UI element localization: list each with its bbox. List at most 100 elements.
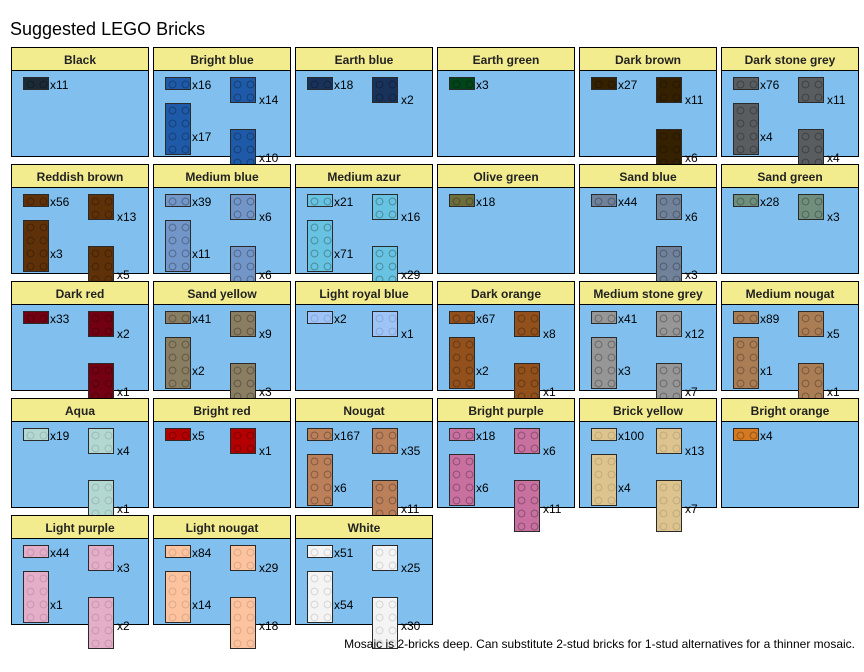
color-card-medium-nougat: Medium nougat x89 x5 x1 x1 — [721, 281, 859, 415]
brick-2x4-a-swatch — [165, 571, 191, 623]
color-card-dark-orange: Dark orange x67 x8 x2 x1 — [437, 281, 575, 415]
color-card-medium-stone-grey: Medium stone grey x41 x12 x3 x7 — [579, 281, 717, 415]
color-name: Sand green — [722, 165, 858, 188]
color-card-earth-green: Earth green x3 — [437, 47, 575, 157]
footer-note: Mosaic is 2-bricks deep. Can substitute … — [344, 637, 855, 651]
brick-1x2-count: x100 — [618, 429, 645, 443]
brick-1x2-swatch — [733, 77, 759, 90]
color-card-earth-blue: Earth blue x18 x2 — [295, 47, 433, 157]
brick-2x4-b-count: x3 — [259, 385, 272, 399]
brick-2x2-swatch — [798, 77, 824, 103]
brick-1x2-swatch — [165, 77, 191, 90]
brick-2x4-a-swatch — [23, 571, 49, 623]
color-card-dark-red: Dark red x33 x2 x1 — [11, 281, 149, 415]
brick-2x2-swatch — [656, 194, 682, 220]
brick-1x2-count: x67 — [476, 312, 496, 326]
brick-2x4-a-count: x1 — [760, 364, 773, 378]
brick-2x2-swatch — [88, 194, 114, 220]
color-card-bright-orange: Bright orange x4 — [721, 398, 859, 508]
color-card-aqua: Aqua x19 x4 x1 — [11, 398, 149, 532]
brick-2x4-a-count: x14 — [192, 598, 212, 612]
brick-1x2-count: x56 — [50, 195, 70, 209]
brick-2x2-swatch — [798, 194, 824, 220]
brick-2x4-b-count: x18 — [259, 619, 279, 633]
brick-2x4-a-count: x6 — [476, 481, 489, 495]
brick-1x2-swatch — [165, 194, 191, 207]
color-card-reddish-brown: Reddish brown x56 x13 x3 x5 — [11, 164, 149, 298]
color-card-light-purple: Light purple x44 x3 x1 x2 — [11, 515, 149, 649]
brick-2x2-swatch — [656, 311, 682, 337]
brick-1x2-count: x27 — [618, 78, 638, 92]
color-name: Bright purple — [438, 399, 574, 422]
brick-2x4-a-count: x4 — [760, 130, 773, 144]
brick-2x4-a-swatch — [591, 337, 617, 389]
brick-2x4-b-count: x2 — [117, 619, 130, 633]
color-card-light-royal-blue: Light royal blue x2 x1 — [295, 281, 433, 391]
brick-2x4-a-count: x3 — [50, 247, 63, 261]
brick-1x2-count: x89 — [760, 312, 780, 326]
brick-1x2-swatch — [449, 77, 475, 90]
brick-2x2-count: x13 — [117, 210, 137, 224]
brick-1x2-count: x39 — [192, 195, 212, 209]
brick-1x2-count: x41 — [618, 312, 638, 326]
brick-2x4-b-count: x7 — [685, 385, 698, 399]
brick-1x2-count: x167 — [334, 429, 361, 443]
color-card-medium-azur: Medium azur x21 x16 x71 x29 — [295, 164, 433, 298]
brick-2x2-count: x13 — [685, 444, 705, 458]
brick-1x2-count: x44 — [618, 195, 638, 209]
brick-2x4-a-count: x3 — [618, 364, 631, 378]
color-name: Sand blue — [580, 165, 716, 188]
color-name: Medium stone grey — [580, 282, 716, 305]
color-name: Dark brown — [580, 48, 716, 71]
color-card-light-nougat: Light nougat x84 x29 x14 x18 — [153, 515, 291, 649]
brick-2x4-b-count: x7 — [685, 502, 698, 516]
color-name: Brick yellow — [580, 399, 716, 422]
brick-2x4-a-count: x2 — [192, 364, 205, 378]
brick-2x4-b-count: x4 — [827, 151, 840, 165]
brick-1x2-swatch — [307, 194, 333, 207]
brick-1x2-count: x51 — [334, 546, 354, 560]
color-name: White — [296, 516, 432, 539]
color-name: Dark stone grey — [722, 48, 858, 71]
color-card-bright-red: Bright red x5 x1 — [153, 398, 291, 508]
brick-1x2-swatch — [165, 428, 191, 441]
color-name: Medium nougat — [722, 282, 858, 305]
brick-2x4-b-count: x30 — [401, 619, 421, 633]
brick-1x2-swatch — [307, 311, 333, 324]
brick-2x2-swatch — [372, 77, 398, 103]
color-name: Light nougat — [154, 516, 290, 539]
color-name: Reddish brown — [12, 165, 148, 188]
brick-2x4-a-count: x2 — [476, 364, 489, 378]
brick-2x4-b-count: x6 — [259, 268, 272, 282]
brick-2x2-swatch — [230, 77, 256, 103]
brick-2x2-count: x2 — [117, 327, 130, 341]
brick-2x2-swatch — [372, 194, 398, 220]
brick-2x4-a-swatch — [307, 571, 333, 623]
color-name: Bright red — [154, 399, 290, 422]
brick-2x2-swatch — [230, 545, 256, 571]
brick-2x4-b-count: x3 — [685, 268, 698, 282]
color-name: Bright orange — [722, 399, 858, 422]
brick-1x2-swatch — [23, 428, 49, 441]
brick-2x2-swatch — [514, 311, 540, 337]
brick-2x4-a-swatch — [449, 454, 475, 506]
brick-2x4-a-count: x71 — [334, 247, 354, 261]
brick-2x4-b-swatch — [88, 597, 114, 649]
brick-2x2-count: x14 — [259, 93, 279, 107]
brick-1x2-count: x41 — [192, 312, 212, 326]
color-card-medium-blue: Medium blue x39 x6 x11 x6 — [153, 164, 291, 298]
brick-2x4-a-count: x1 — [50, 598, 63, 612]
brick-2x4-b-count: x1 — [117, 502, 130, 516]
brick-2x2-count: x35 — [401, 444, 421, 458]
brick-2x2-swatch — [656, 77, 682, 103]
brick-1x2-swatch — [591, 194, 617, 207]
brick-color-grid: Black x11 Bright blue x16 x14 x17 x10 Earth blu… — [11, 47, 863, 649]
brick-2x2-count: x9 — [259, 327, 272, 341]
color-name: Nougat — [296, 399, 432, 422]
brick-2x4-b-swatch — [230, 597, 256, 649]
brick-2x2-count: x11 — [685, 93, 704, 107]
brick-1x2-count: x2 — [334, 312, 347, 326]
brick-2x4-a-swatch — [733, 337, 759, 389]
color-card-brick-yellow: Brick yellow x100 x13 x4 x7 — [579, 398, 717, 532]
brick-2x2-swatch — [656, 428, 682, 454]
